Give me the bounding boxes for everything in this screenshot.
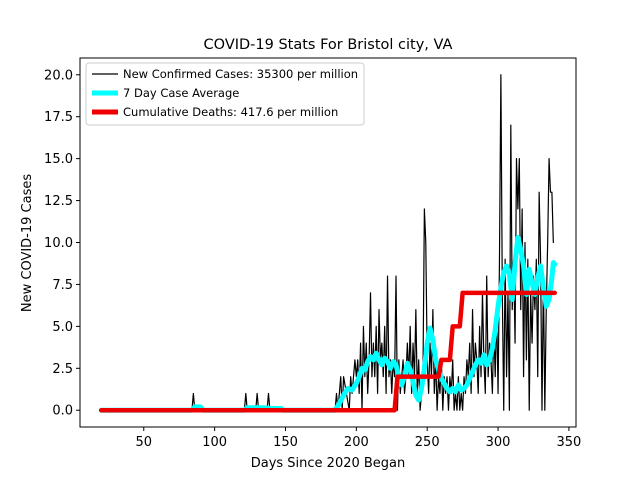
y-tick-label: 0.0 — [52, 404, 73, 419]
legend-box — [85, 62, 365, 126]
y-tick-label: 20.0 — [44, 68, 73, 83]
x-tick-label: 350 — [557, 435, 582, 450]
x-tick-label: 200 — [344, 435, 369, 450]
y-tick-label: 12.5 — [44, 194, 73, 209]
y-tick-label: 15.0 — [44, 152, 73, 167]
y-tick-label: 10.0 — [44, 236, 73, 251]
legend-label-new-cases: New Confirmed Cases: 35300 per million — [123, 67, 358, 81]
x-tick-label: 150 — [273, 435, 298, 450]
y-axis: 0.0 2.5 5.0 7.5 10.0 12.5 15.0 17.5 20.0 — [44, 68, 80, 419]
y-axis-label: New COVID-19 Cases — [20, 174, 35, 312]
x-tick-label: 300 — [486, 435, 511, 450]
y-tick-label: 5.0 — [52, 320, 73, 335]
series-cumulative-deaths — [99, 290, 557, 413]
x-tick-label: 50 — [135, 435, 152, 450]
legend-label-7-day-average: 7 Day Case Average — [123, 86, 239, 100]
y-tick-label: 17.5 — [44, 110, 73, 125]
series-new-confirmed-cases — [100, 74, 554, 411]
series-layer — [98, 74, 558, 413]
x-axis: 50 100 150 200 250 300 350 — [135, 427, 581, 450]
chart-title: COVID-19 Stats For Bristol city, VA — [204, 37, 453, 53]
x-tick-label: 250 — [415, 435, 440, 450]
x-tick-label: 100 — [202, 435, 227, 450]
y-tick-label: 7.5 — [52, 278, 73, 293]
legend: New Confirmed Cases: 35300 per million 7… — [85, 62, 365, 126]
x-axis-label: Days Since 2020 Began — [251, 456, 406, 471]
y-tick-label: 2.5 — [52, 362, 73, 377]
legend-label-cumulative-deaths: Cumulative Deaths: 417.6 per million — [123, 105, 338, 119]
series-7-day-case-average — [98, 234, 558, 413]
